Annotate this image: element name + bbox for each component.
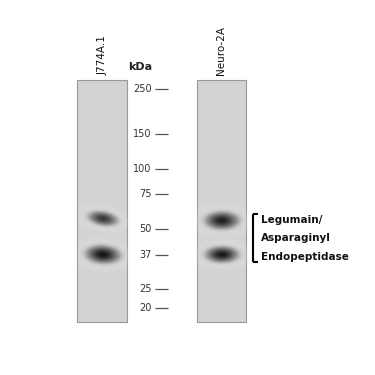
Text: 100: 100 (134, 164, 152, 174)
Text: 20: 20 (140, 303, 152, 313)
Text: 75: 75 (139, 189, 152, 199)
FancyBboxPatch shape (196, 80, 246, 322)
Text: 250: 250 (133, 84, 152, 94)
Text: kDa: kDa (128, 62, 152, 72)
Text: 37: 37 (140, 250, 152, 260)
Text: Neuro-2A: Neuro-2A (216, 26, 226, 75)
Text: 150: 150 (133, 129, 152, 139)
Text: 25: 25 (139, 284, 152, 294)
Text: Endopeptidase: Endopeptidase (261, 252, 349, 262)
Text: Asparaginyl: Asparaginyl (261, 233, 331, 243)
Text: J774A.1: J774A.1 (97, 36, 107, 75)
Text: Legumain/: Legumain/ (261, 214, 322, 225)
FancyBboxPatch shape (77, 80, 127, 322)
Text: 50: 50 (140, 224, 152, 234)
